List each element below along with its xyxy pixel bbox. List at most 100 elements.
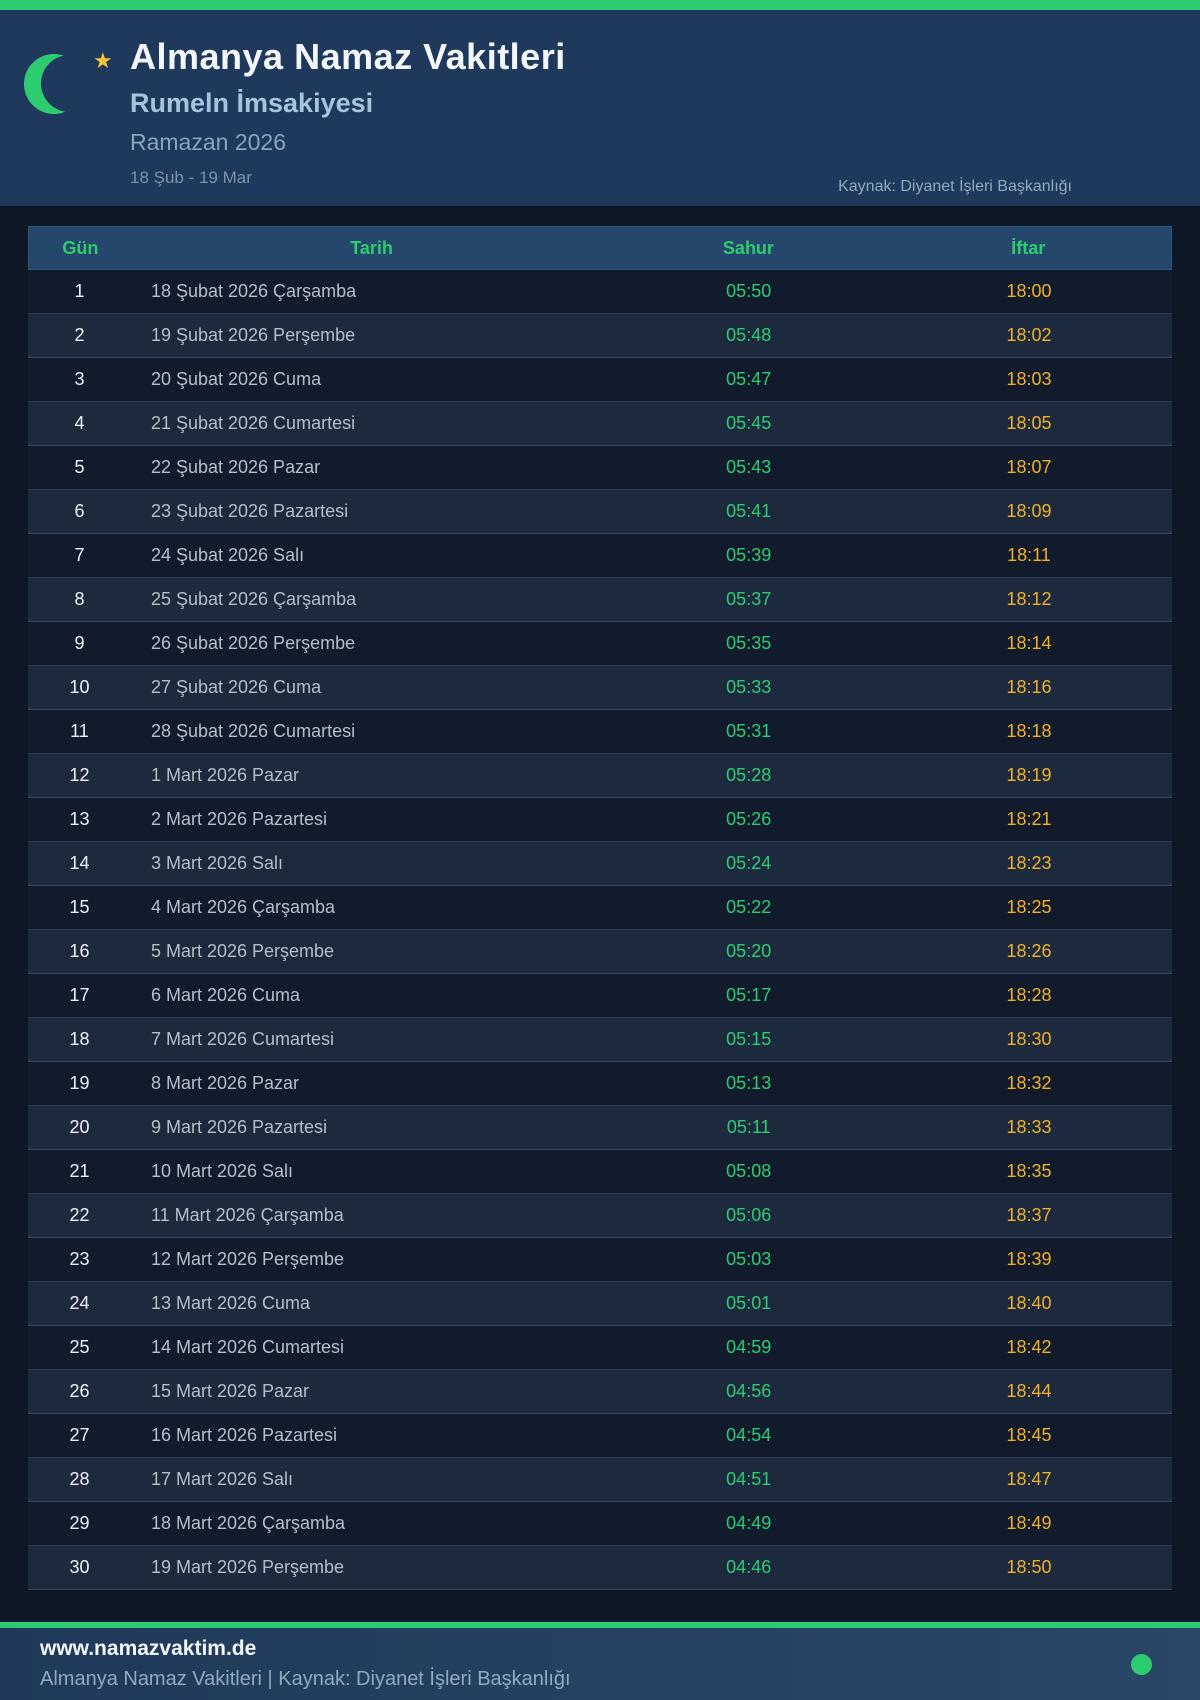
sahur-time-cell: 05:20	[726, 941, 772, 961]
table-row: 13 2 Mart 2026 Pazartesi 05:26 18:21	[28, 798, 1172, 842]
sahur-time-cell: 05:33	[726, 677, 772, 697]
date-cell: 6 Mart 2026 Cuma	[150, 985, 301, 1005]
day-number-cell: 10	[69, 677, 90, 697]
iftar-time-cell: 18:44	[1006, 1381, 1052, 1401]
iftar-time-cell: 18:19	[1006, 765, 1052, 785]
table-header-row: Gün Tarih Sahur İftar	[28, 226, 1172, 270]
date-cell: 12 Mart 2026 Perşembe	[150, 1249, 345, 1269]
table-row: 29 18 Mart 2026 Çarşamba 04:49 18:49	[28, 1502, 1172, 1546]
sahur-time-cell: 05:45	[726, 413, 772, 433]
table-body: 1 18 Şubat 2026 Çarşamba 05:50 18:00 2 1…	[28, 270, 1172, 1590]
date-cell: 8 Mart 2026 Pazar	[150, 1073, 300, 1093]
iftar-time-cell: 18:50	[1006, 1557, 1052, 1577]
iftar-time-cell: 18:03	[1006, 369, 1052, 389]
column-header-iftar: İftar	[1011, 237, 1046, 258]
date-cell: 9 Mart 2026 Pazartesi	[150, 1117, 328, 1137]
iftar-time-cell: 18:02	[1006, 325, 1052, 345]
iftar-time-cell: 18:49	[1006, 1513, 1052, 1533]
day-number-cell: 3	[74, 369, 85, 389]
table-row: 1 18 Şubat 2026 Çarşamba 05:50 18:00	[28, 270, 1172, 314]
table-row: 21 10 Mart 2026 Salı 05:08 18:35	[28, 1150, 1172, 1194]
day-number-cell: 14	[69, 853, 90, 873]
sahur-time-cell: 05:47	[726, 369, 772, 389]
prayer-times-table: Gün Tarih Sahur İftar 1 18 Şubat 2026 Ça…	[28, 226, 1172, 1590]
day-number-cell: 15	[69, 897, 90, 917]
table-row: 7 24 Şubat 2026 Salı 05:39 18:11	[28, 534, 1172, 578]
table-row: 25 14 Mart 2026 Cumartesi 04:59 18:42	[28, 1326, 1172, 1370]
table-row: 2 19 Şubat 2026 Perşembe 05:48 18:02	[28, 314, 1172, 358]
iftar-time-cell: 18:28	[1006, 985, 1052, 1005]
table-row: 12 1 Mart 2026 Pazar 05:28 18:19	[28, 754, 1172, 798]
date-cell: 19 Mart 2026 Perşembe	[150, 1557, 345, 1577]
table-row: 8 25 Şubat 2026 Çarşamba 05:37 18:12	[28, 578, 1172, 622]
iftar-time-cell: 18:25	[1006, 897, 1052, 917]
table-row: 9 26 Şubat 2026 Perşembe 05:35 18:14	[28, 622, 1172, 666]
iftar-time-cell: 18:39	[1006, 1249, 1052, 1269]
table-row: 3 20 Şubat 2026 Cuma 05:47 18:03	[28, 358, 1172, 402]
date-cell: 25 Şubat 2026 Çarşamba	[150, 589, 357, 609]
sahur-time-cell: 05:43	[726, 457, 772, 477]
iftar-time-cell: 18:11	[1007, 545, 1051, 565]
sahur-time-cell: 05:37	[726, 589, 772, 609]
page-title: Almanya Namaz Vakitleri	[130, 36, 566, 77]
date-cell: 16 Mart 2026 Pazartesi	[150, 1425, 338, 1445]
sahur-time-cell: 05:13	[726, 1073, 772, 1093]
date-cell: 24 Şubat 2026 Salı	[150, 545, 305, 565]
iftar-time-cell: 18:23	[1006, 853, 1052, 873]
date-cell: 28 Şubat 2026 Cumartesi	[150, 721, 356, 741]
table-row: 16 5 Mart 2026 Perşembe 05:20 18:26	[28, 930, 1172, 974]
iftar-time-cell: 18:09	[1006, 501, 1052, 521]
sahur-time-cell: 04:46	[726, 1557, 772, 1577]
sahur-time-cell: 05:48	[726, 325, 772, 345]
iftar-time-cell: 18:30	[1006, 1029, 1052, 1049]
table-row: 14 3 Mart 2026 Salı 05:24 18:23	[28, 842, 1172, 886]
column-header-tarih: Tarih	[350, 237, 393, 258]
table-row: 20 9 Mart 2026 Pazartesi 05:11 18:33	[28, 1106, 1172, 1150]
page-footer: www.namazvaktim.de Almanya Namaz Vakitle…	[0, 1628, 1200, 1700]
sahur-time-cell: 04:59	[726, 1337, 772, 1357]
green-dot-icon	[1131, 1654, 1152, 1675]
table-row: 30 19 Mart 2026 Perşembe 04:46 18:50	[28, 1546, 1172, 1590]
table-row: 19 8 Mart 2026 Pazar 05:13 18:32	[28, 1062, 1172, 1106]
iftar-time-cell: 18:18	[1006, 721, 1052, 741]
day-number-cell: 16	[69, 941, 90, 961]
sahur-time-cell: 05:24	[726, 853, 772, 873]
iftar-time-cell: 18:14	[1006, 633, 1052, 653]
day-number-cell: 12	[69, 765, 90, 785]
day-number-cell: 18	[69, 1029, 90, 1049]
date-cell: 21 Şubat 2026 Cumartesi	[150, 413, 356, 433]
sahur-time-cell: 05:11	[726, 1117, 771, 1137]
iftar-time-cell: 18:12	[1006, 589, 1052, 609]
table-row: 17 6 Mart 2026 Cuma 05:17 18:28	[28, 974, 1172, 1018]
website-url: www.namazvaktim.de	[40, 1637, 257, 1660]
sahur-time-cell: 04:51	[726, 1469, 772, 1489]
page-subtitle: Rumeln İmsakiyesi	[130, 88, 374, 118]
day-number-cell: 17	[69, 985, 90, 1005]
day-number-cell: 5	[74, 457, 85, 477]
iftar-time-cell: 18:37	[1006, 1205, 1052, 1225]
table-row: 6 23 Şubat 2026 Pazartesi 05:41 18:09	[28, 490, 1172, 534]
day-number-cell: 23	[69, 1249, 90, 1269]
table-row: 5 22 Şubat 2026 Pazar 05:43 18:07	[28, 446, 1172, 490]
sahur-time-cell: 05:41	[726, 501, 772, 521]
day-number-cell: 6	[74, 501, 85, 521]
iftar-time-cell: 18:07	[1006, 457, 1052, 477]
sahur-time-cell: 05:15	[726, 1029, 772, 1049]
day-number-cell: 29	[69, 1513, 90, 1533]
iftar-time-cell: 18:33	[1006, 1117, 1052, 1137]
iftar-time-cell: 18:16	[1006, 677, 1052, 697]
sahur-time-cell: 05:35	[726, 633, 772, 653]
iftar-time-cell: 18:42	[1006, 1337, 1052, 1357]
day-number-cell: 2	[74, 325, 85, 345]
sahur-time-cell: 04:49	[726, 1513, 772, 1533]
table-row: 15 4 Mart 2026 Çarşamba 05:22 18:25	[28, 886, 1172, 930]
day-number-cell: 20	[69, 1117, 90, 1137]
iftar-time-cell: 18:45	[1006, 1425, 1052, 1445]
column-header-sahur: Sahur	[722, 237, 774, 258]
table-row: 24 13 Mart 2026 Cuma 05:01 18:40	[28, 1282, 1172, 1326]
page-header: ★ Almanya Namaz Vakitleri Rumeln İmsakiy…	[0, 10, 1200, 206]
day-number-cell: 1	[74, 281, 85, 301]
day-number-cell: 25	[69, 1337, 90, 1357]
day-number-cell: 22	[69, 1205, 90, 1225]
table-row: 26 15 Mart 2026 Pazar 04:56 18:44	[28, 1370, 1172, 1414]
